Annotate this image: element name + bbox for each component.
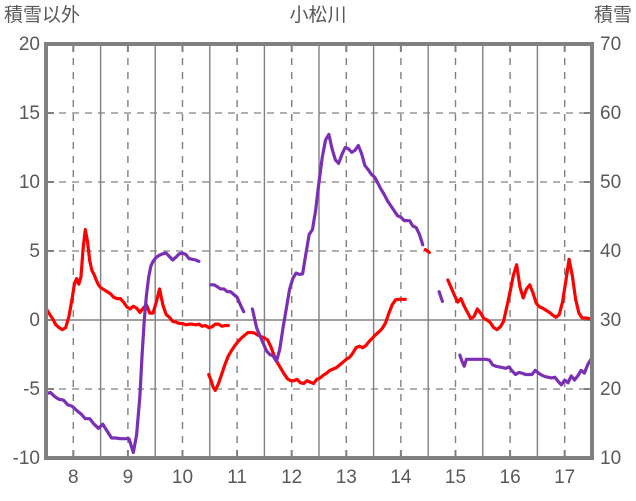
plot-frame bbox=[44, 42, 594, 460]
series-line-snow bbox=[44, 251, 201, 455]
y-axis-left-tick-label: -10 bbox=[12, 448, 40, 469]
x-axis-tick-label: 13 bbox=[335, 467, 357, 488]
series-line-non-snow bbox=[423, 248, 431, 254]
series-lines bbox=[44, 132, 594, 455]
y-axis-left-tick-label: 0 bbox=[29, 310, 40, 331]
x-axis-tick-label: 11 bbox=[227, 467, 247, 488]
y-axis-right-tick-label: 60 bbox=[600, 103, 622, 124]
y-axis-right-tick-label: 20 bbox=[600, 379, 622, 400]
y-axis-left-tick-label: 5 bbox=[29, 241, 40, 262]
right-axis-title: 積雪 bbox=[593, 5, 632, 26]
y-axis-left-tick-label: -5 bbox=[23, 379, 40, 400]
y-axis-right-tick-label: 70 bbox=[600, 34, 622, 55]
plot-border bbox=[44, 42, 594, 460]
series-line-non-snow bbox=[44, 228, 230, 332]
x-axis-tick-label: 12 bbox=[281, 467, 303, 488]
y-axis-left-tick-label: 10 bbox=[18, 172, 40, 193]
y-axis-left-tick-label: 20 bbox=[18, 34, 40, 55]
x-axis-tick-label: 16 bbox=[499, 467, 521, 488]
x-axis-tick-label: 14 bbox=[390, 467, 412, 488]
series-line-snow bbox=[408, 219, 425, 247]
series-line-non-snow bbox=[446, 257, 594, 332]
x-axis-tick-label: 9 bbox=[122, 467, 134, 488]
x-axis-tick-label: 8 bbox=[68, 467, 79, 488]
series-line-snow bbox=[209, 283, 246, 314]
y-axis-right-tick-label: 30 bbox=[600, 310, 622, 331]
y-axis-right-tick-label: 50 bbox=[600, 172, 622, 193]
left-axis-title: 積雪以外 bbox=[4, 5, 81, 26]
series-line-snow bbox=[250, 132, 410, 363]
series-line-non-snow bbox=[207, 297, 407, 392]
x-axis-tick-label: 17 bbox=[554, 467, 576, 488]
chart-title: 小松川 bbox=[289, 5, 347, 26]
y-axis-left-tick-label: 15 bbox=[18, 103, 40, 124]
x-axis-tick-label: 10 bbox=[171, 467, 194, 488]
series-line-snow bbox=[437, 290, 444, 303]
x-axis-tick-label: 15 bbox=[444, 467, 467, 488]
series-line-snow bbox=[458, 353, 593, 387]
y-axis-right-tick-label: 40 bbox=[600, 241, 622, 262]
y-axis-right-tick-label: 10 bbox=[600, 448, 622, 469]
